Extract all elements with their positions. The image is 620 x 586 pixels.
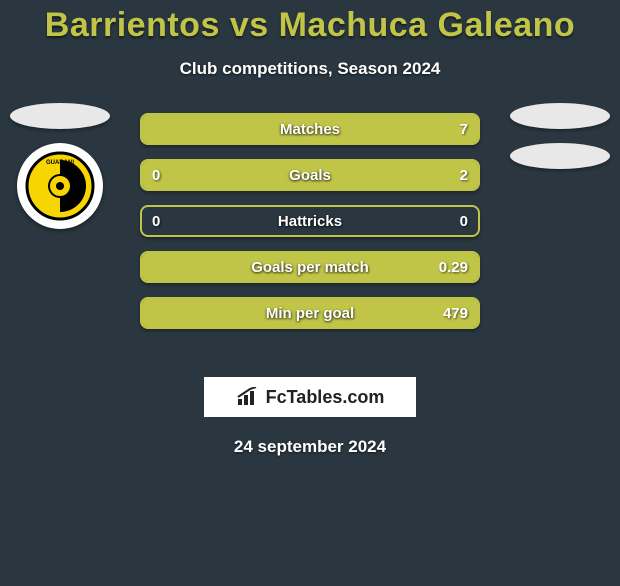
right-player-column	[500, 103, 620, 183]
comparison-arena: GUARANI Matches7 Goals02 Hattricks0 0 Goals …	[0, 113, 620, 353]
stat-bar: Goals per match0.29	[140, 251, 480, 283]
title-player-left: Barrientos	[45, 6, 220, 44]
left-club-badge: GUARANI	[17, 143, 103, 229]
guarani-badge-icon: GUARANI	[25, 151, 95, 221]
subtitle: Club competitions, Season 2024	[0, 59, 620, 79]
brand-box[interactable]: FcTables.com	[202, 375, 418, 419]
stat-bar: Matches7	[140, 113, 480, 145]
page-title: Barrientos vs Machuca Galeano	[0, 6, 620, 45]
bar-fill-right	[142, 299, 478, 327]
stat-bar: Goals02	[140, 159, 480, 191]
stat-bars: Matches7 Goals02 Hattricks0 0 Goals per matc…	[140, 113, 480, 343]
title-vs: vs	[230, 6, 269, 44]
left-player-name-oval	[10, 103, 110, 129]
stat-bar: Hattricks0 0	[140, 205, 480, 237]
brand-text: FcTables.com	[266, 387, 385, 408]
right-player-name-oval	[510, 103, 610, 129]
bar-fill-right	[142, 253, 478, 281]
bar-fill-right	[142, 115, 478, 143]
stat-label: Hattricks	[142, 207, 478, 235]
stat-value-left: 0	[142, 207, 170, 235]
stat-bar: Min per goal479	[140, 297, 480, 329]
stat-value-right: 0	[450, 207, 478, 235]
left-player-column: GUARANI	[0, 103, 120, 229]
title-player-right: Machuca Galeano	[279, 6, 576, 44]
bars-chart-icon	[236, 387, 260, 407]
date-label: 24 september 2024	[0, 437, 620, 457]
right-club-oval	[510, 143, 610, 169]
bar-fill-right	[142, 161, 478, 189]
badge-text: GUARANI	[46, 160, 74, 166]
